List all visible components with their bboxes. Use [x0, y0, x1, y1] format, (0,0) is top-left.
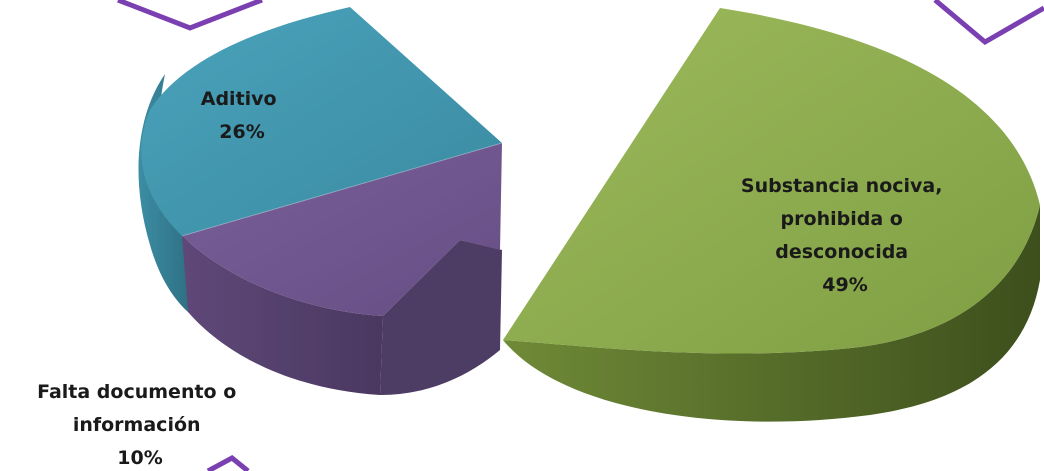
decorative-chevron-bottom [206, 455, 250, 471]
label-substancia-line3: desconocida [775, 241, 908, 263]
label-aditivo-name: Aditivo [201, 88, 277, 110]
label-falta-pct: 10% [117, 447, 162, 469]
pie-side-substancia [503, 205, 1040, 422]
pie-exploded-substancia [503, 8, 1040, 422]
pie-slice-divider [181, 142, 503, 237]
decorative-chevron-right [933, 0, 1044, 46]
label-falta: Falta documento o información 10% [37, 381, 243, 469]
pie-top-substancia [503, 8, 1040, 354]
pie-top-aditivo [141, 7, 502, 236]
decorative-chevron-left [117, 0, 263, 31]
label-substancia-line2: prohibida o [781, 208, 903, 230]
pie-top-falta [182, 143, 502, 316]
label-substancia-pct: 49% [822, 274, 867, 296]
pie-side-falta [182, 236, 383, 395]
pie-left-cluster [138, 7, 503, 395]
label-aditivo: Aditivo 26% [201, 88, 283, 143]
label-falta-line1: Falta documento o [37, 381, 236, 403]
pie-inner-face [380, 240, 502, 395]
label-aditivo-pct: 26% [219, 121, 264, 143]
label-substancia-line1: Substancia nociva, [741, 175, 943, 197]
label-substancia: Substancia nociva, prohibida o desconoci… [741, 175, 949, 296]
label-falta-line2: información [73, 414, 201, 436]
